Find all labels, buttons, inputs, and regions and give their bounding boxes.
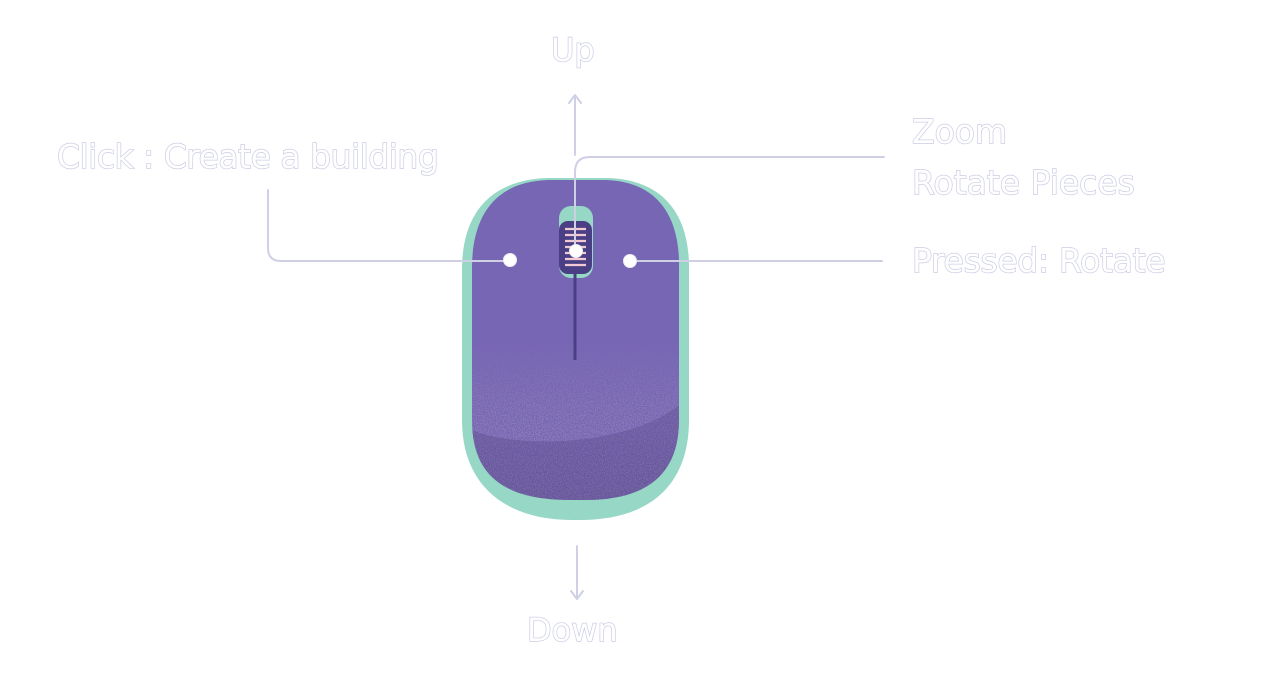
pressed-rotate-label: Pressed: Rotate — [911, 241, 1166, 280]
up-label: Up — [550, 31, 595, 69]
up-arrow — [568, 94, 582, 156]
zoom-label: Zoom — [911, 112, 1008, 151]
left-click-leader — [267, 189, 509, 262]
wheel-dot[interactable] — [569, 244, 583, 258]
down-label: Down — [526, 611, 618, 649]
rotate-pieces-label: Rotate Pieces — [911, 163, 1135, 202]
mouse-shading — [472, 340, 680, 500]
down-arrow — [570, 545, 584, 600]
left-button-dot[interactable] — [503, 253, 517, 267]
wheel-leader — [574, 156, 885, 252]
left-click-label: Click : Create a building — [56, 137, 439, 176]
right-button-dot[interactable] — [623, 254, 637, 268]
